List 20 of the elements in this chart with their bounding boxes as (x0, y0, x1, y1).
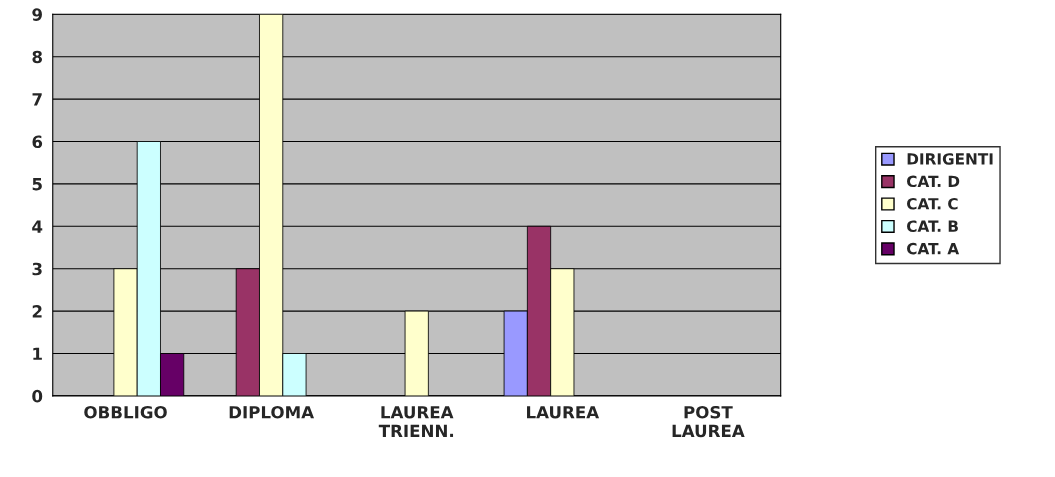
legend-label: CAT. A (907, 242, 960, 255)
legend-label: CAT. C (907, 197, 958, 210)
x-tick-label: LAUREA TRIENN. (378, 406, 454, 437)
y-tick-label: 8 (32, 50, 42, 64)
y-tick-label: 1 (33, 347, 42, 360)
y-tick-label: 7 (32, 93, 42, 106)
y-tick-label: 6 (32, 135, 43, 149)
y-tick-label: 4 (32, 220, 43, 233)
x-tick-label: POST LAUREA (672, 405, 745, 438)
y-tick-label: 0 (32, 389, 43, 403)
x-tick-label: OBBLIGO (84, 405, 167, 419)
x-tick-label: LAUREA (527, 406, 600, 419)
legend-label: DIRIGENTI (907, 153, 993, 165)
y-tick-label: 9 (32, 8, 42, 21)
y-tick-label: 2 (32, 305, 42, 318)
y-tick-label: 5 (32, 178, 42, 191)
legend-label: CAT. D (907, 175, 960, 188)
x-tick-label: DIPLOMA (229, 405, 315, 419)
legend-label: CAT. B (907, 220, 958, 232)
y-tick-label: 3 (32, 262, 42, 276)
